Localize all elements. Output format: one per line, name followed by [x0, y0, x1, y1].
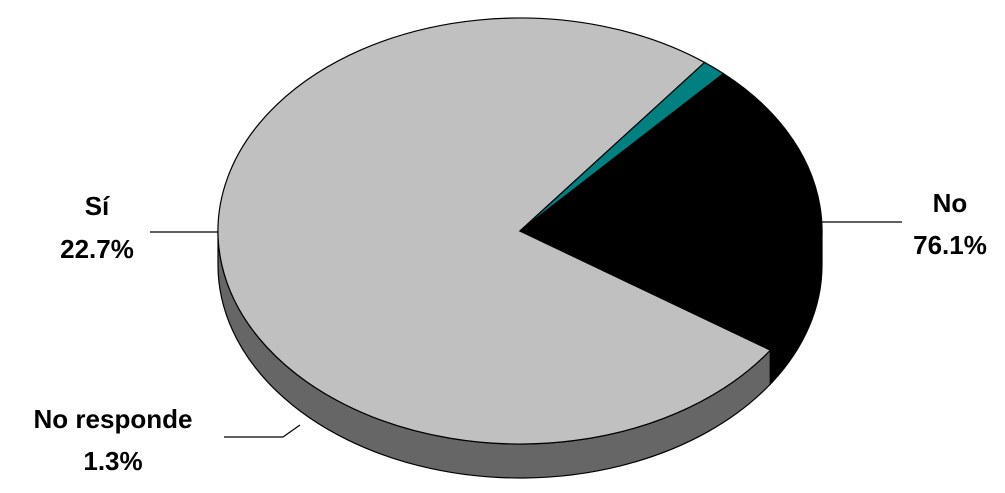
pie-tops — [217, 17, 823, 445]
slice-label-no: No — [933, 188, 968, 218]
pie-slice-no — [217, 17, 772, 445]
slice-value-si: 22.7% — [60, 234, 134, 264]
slice-label-no-responde: No responde — [34, 404, 193, 434]
pie-slice-sí — [518, 72, 823, 351]
slice-label-si: Sí — [85, 191, 110, 221]
leader-lines — [150, 221, 902, 438]
leader-line-no-responde — [224, 424, 301, 438]
slice-value-no-responde: 1.3% — [83, 446, 142, 476]
slice-value-no: 76.1% — [913, 230, 987, 260]
